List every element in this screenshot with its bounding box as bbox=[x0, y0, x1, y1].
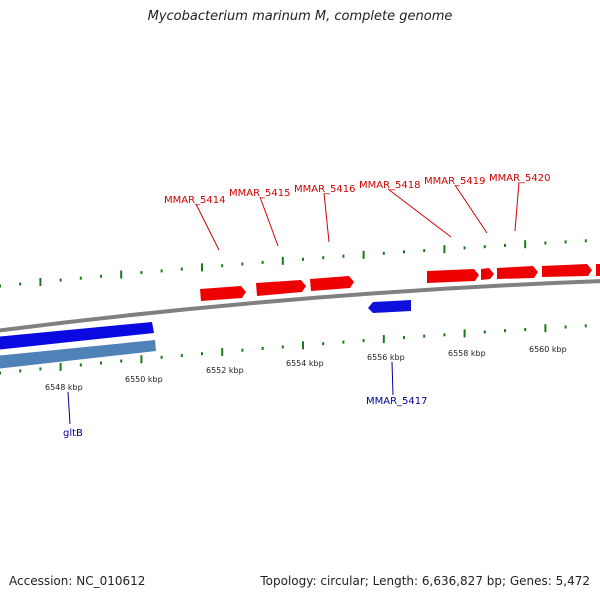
gene-arrow bbox=[596, 264, 600, 276]
gene-label-mmar-5417: MMAR_5417 bbox=[366, 396, 428, 407]
label-leader bbox=[195, 203, 220, 251]
accession-text: Accession: NC_010612 bbox=[9, 574, 146, 588]
genome-summary-text: Topology: circular; Length: 6,636,827 bp… bbox=[260, 574, 590, 588]
scale-label: 6550 kbp bbox=[125, 375, 163, 384]
gene-label-mmar-5418: MMAR_5418 bbox=[359, 180, 421, 191]
label-leader bbox=[391, 361, 394, 396]
reverse-band bbox=[0, 322, 156, 369]
label-leader bbox=[454, 184, 488, 234]
gene-arrow bbox=[497, 266, 538, 279]
scale-label: 6552 kbp bbox=[206, 366, 244, 375]
scale-labels: 6548 kbp 6550 kbp 6552 kbp 6554 kbp 6556… bbox=[45, 345, 567, 392]
forward-gene-labels: MMAR_5414 MMAR_5415 MMAR_5416 MMAR_5418 … bbox=[164, 173, 551, 251]
label-leader bbox=[514, 181, 520, 232]
gene-label-mmar-5419: MMAR_5419 bbox=[424, 176, 486, 187]
page-title: Mycobacterium marinum M, complete genome bbox=[147, 9, 453, 24]
gene-label-mmar-5414: MMAR_5414 bbox=[164, 195, 226, 206]
genome-backbone bbox=[0, 279, 600, 333]
outer-tick-track bbox=[0, 239, 587, 288]
reverse-gene-track bbox=[368, 300, 411, 313]
reverse-band-dark bbox=[0, 322, 154, 350]
scale-label: 6560 kbp bbox=[529, 345, 567, 354]
gene-arrow bbox=[427, 269, 479, 283]
gene-label-mmar-5420: MMAR_5420 bbox=[489, 173, 551, 184]
label-leader bbox=[323, 192, 330, 243]
gene-label-mmar-5415: MMAR_5415 bbox=[229, 188, 291, 199]
gene-arrow bbox=[368, 300, 411, 313]
gene-arrow bbox=[481, 268, 494, 280]
reverse-band-light bbox=[0, 340, 156, 369]
gene-arrow bbox=[200, 286, 246, 301]
gene-arrow bbox=[310, 276, 354, 291]
scale-label: 6554 kbp bbox=[286, 359, 324, 368]
gene-arrow bbox=[542, 264, 592, 277]
reverse-gene-labels: MMAR_5417 gltB bbox=[63, 361, 428, 439]
inner-tick-track bbox=[0, 324, 587, 375]
forward-gene-track bbox=[200, 264, 600, 301]
gene-label-mmar-5416: MMAR_5416 bbox=[294, 184, 356, 195]
gene-arrow bbox=[256, 280, 306, 296]
scale-label: 6558 kbp bbox=[448, 349, 486, 358]
scale-label: 6556 kbp bbox=[367, 353, 405, 362]
label-leader bbox=[259, 196, 279, 247]
scale-label: 6548 kbp bbox=[45, 383, 83, 392]
gene-label-gltb: gltB bbox=[63, 428, 83, 439]
label-leader bbox=[387, 188, 452, 238]
label-leader bbox=[67, 391, 71, 425]
